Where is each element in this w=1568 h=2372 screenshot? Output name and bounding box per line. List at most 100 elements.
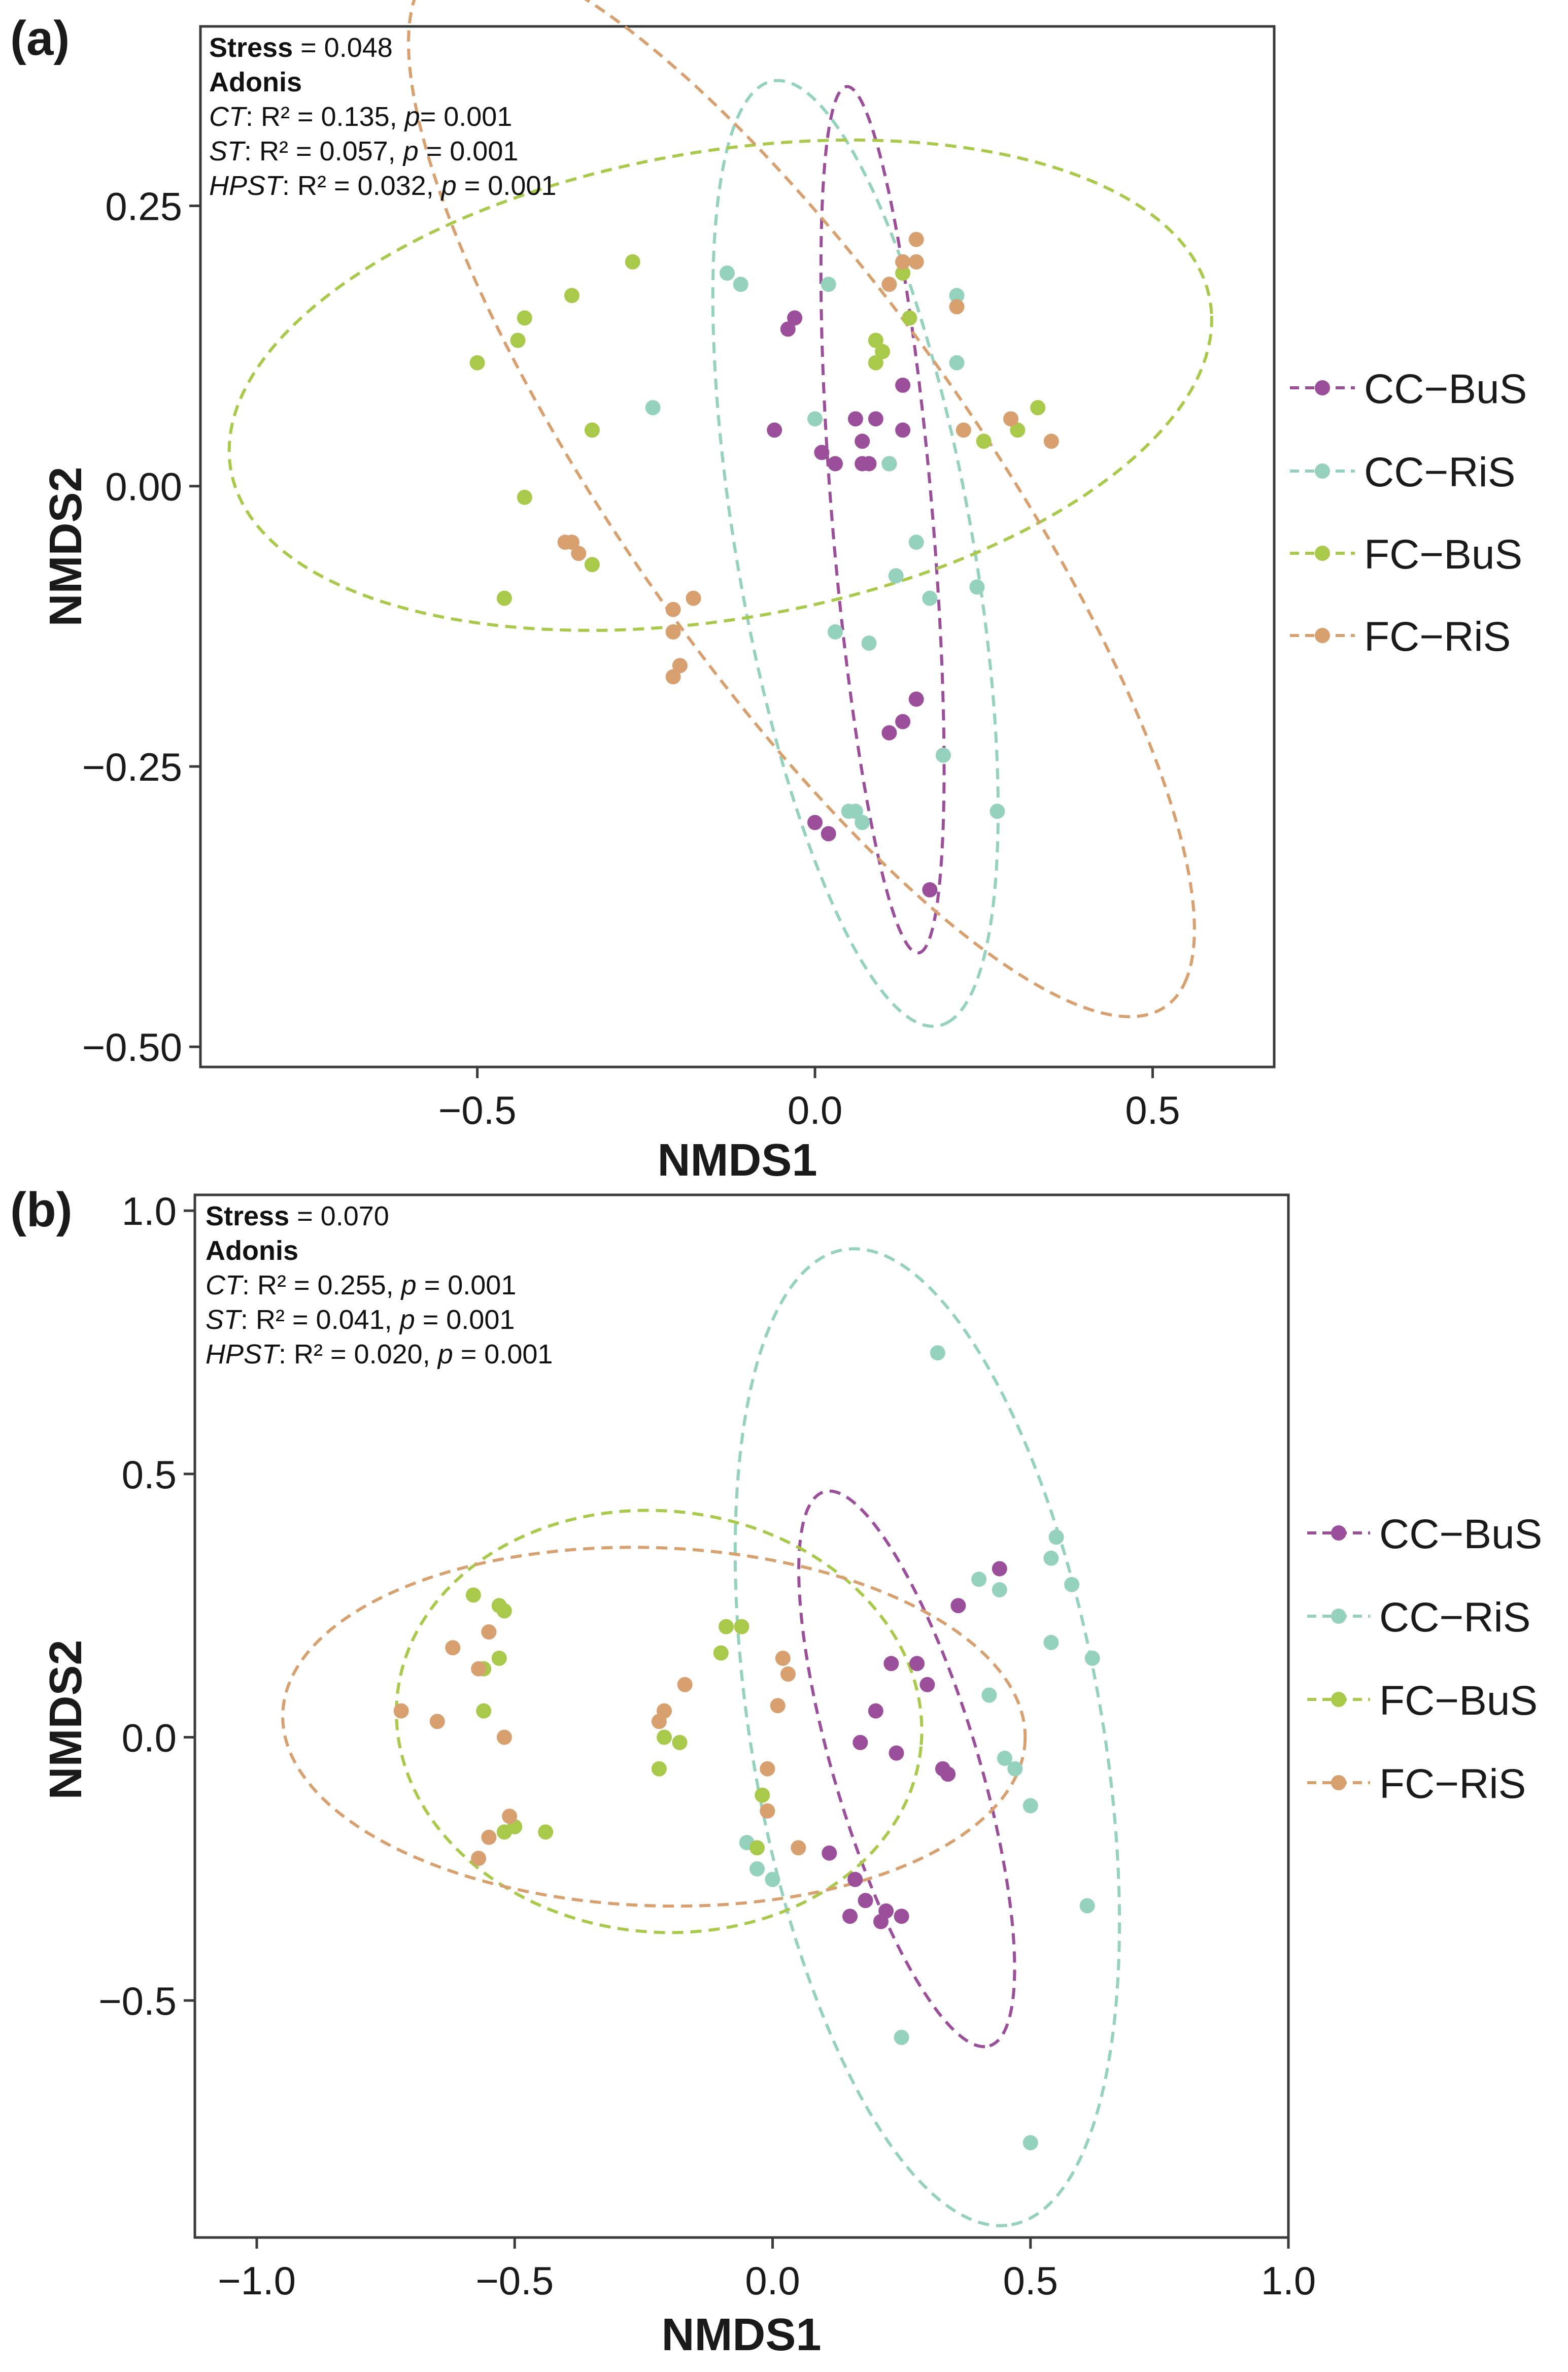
point — [821, 277, 836, 292]
point — [888, 568, 904, 584]
x-tick-label: 0.0 — [788, 1088, 842, 1132]
point — [1043, 433, 1059, 449]
adonis-row-ct: CT: R² = 0.255, p = 0.001 — [206, 1270, 516, 1300]
legend-label: FC−RiS — [1379, 1761, 1526, 1807]
r2-text: : R² = 0.032, — [282, 171, 441, 201]
point — [868, 332, 883, 348]
stress-value: = 0.070 — [289, 1201, 389, 1231]
legend-swatch-dot — [1315, 380, 1330, 395]
p-value: = 0.001 — [417, 1270, 517, 1300]
point — [822, 1845, 837, 1861]
point — [734, 1619, 749, 1634]
point — [502, 1809, 518, 1824]
point — [765, 1872, 780, 1887]
legend-item-cc-bus: CC−BuS — [1290, 366, 1527, 412]
point — [935, 747, 951, 763]
p-label: p — [402, 136, 419, 166]
y-tick-label: −0.50 — [82, 1025, 182, 1070]
x-tick-label: −0.5 — [438, 1088, 517, 1132]
point — [787, 310, 803, 326]
stress-annotation: Stress = 0.048 — [209, 32, 393, 63]
legend-item-fc-bus: FC−BuS — [1307, 1678, 1538, 1724]
point — [720, 265, 735, 281]
point — [922, 590, 938, 606]
point — [538, 1824, 554, 1840]
point — [895, 265, 911, 281]
legend: CC−BuS CC−RiS FC−BuS FC−RiS — [1307, 1511, 1542, 1807]
factor-name: ST — [206, 1305, 243, 1335]
legend-item-fc-bus: FC−BuS — [1290, 531, 1522, 578]
adonis-row-ct: CT: R² = 0.135, p= 0.001 — [209, 102, 512, 132]
stress-label: Stress — [209, 32, 293, 63]
point — [510, 332, 526, 348]
point — [564, 534, 580, 550]
point — [895, 422, 911, 438]
point — [976, 433, 992, 449]
point — [868, 411, 883, 427]
point — [828, 624, 843, 640]
point — [940, 1766, 956, 1782]
point — [847, 804, 863, 819]
point — [476, 1703, 492, 1719]
legend-swatch-dot — [1315, 463, 1330, 479]
r2-text: : R² = 0.041, — [241, 1305, 400, 1335]
point — [814, 445, 830, 460]
point — [873, 1914, 889, 1929]
point — [584, 422, 600, 438]
point — [881, 725, 897, 741]
point — [895, 254, 911, 270]
point — [760, 1761, 775, 1777]
point — [677, 1677, 693, 1692]
point — [919, 1677, 935, 1692]
point-layer — [469, 231, 1059, 897]
legend-item-fc-ris: FC−RiS — [1307, 1761, 1526, 1807]
point — [881, 277, 897, 292]
p-label: p — [399, 1305, 415, 1335]
point — [749, 1840, 765, 1856]
point — [992, 1582, 1007, 1597]
point — [496, 590, 512, 606]
point — [908, 231, 924, 247]
legend-swatch-dot — [1331, 1692, 1346, 1707]
point — [645, 400, 661, 416]
y-axis-title: NMDS2 — [41, 1640, 91, 1799]
x-tick-label: −0.5 — [475, 2258, 554, 2303]
point — [909, 1656, 925, 1672]
stress-annotation: Stress = 0.070 — [206, 1201, 389, 1231]
tick-layer: −0.5 0.0 0.5 0.25 0.00 −0.25 −0.50 — [82, 184, 1180, 1132]
point — [894, 1909, 909, 1924]
legend-label: FC−RiS — [1364, 614, 1511, 660]
point — [847, 411, 863, 427]
factor-name: HPST — [209, 171, 284, 201]
ellipse-CC−RiS — [711, 79, 1000, 1028]
point-layer — [393, 1345, 1100, 2151]
factor-name: ST — [209, 136, 246, 166]
p-label: p — [400, 1270, 417, 1300]
point — [807, 411, 823, 427]
point — [755, 1787, 770, 1803]
x-tick-label: 1.0 — [1261, 2258, 1316, 2303]
annotation-box: Stress = 0.048 Adonis CT: R² = 0.135, p=… — [209, 32, 556, 201]
point — [517, 310, 532, 326]
point — [517, 489, 532, 505]
point — [1043, 1550, 1059, 1566]
point — [990, 804, 1005, 819]
legend-swatch-dot — [1331, 1775, 1346, 1790]
point — [855, 433, 870, 449]
test-name: Adonis — [209, 67, 302, 97]
adonis-row-hpst: HPST: R² = 0.020, p = 0.001 — [206, 1339, 553, 1369]
point — [895, 377, 911, 393]
legend-label: CC−RiS — [1379, 1594, 1530, 1641]
y-tick-label: 0.0 — [122, 1715, 177, 1760]
point — [971, 1572, 987, 1587]
legend-swatch-dot — [1331, 1609, 1346, 1624]
y-tick-label: −0.25 — [82, 745, 182, 789]
panel-a: (a) −0.5 0.0 0.5 0.25 0.00 −0.25 −0.50 Stress … — [10, 0, 1527, 1186]
point — [672, 1734, 688, 1750]
point — [469, 355, 485, 371]
r2-text: : R² = 0.135, — [246, 102, 405, 132]
y-tick-label: 0.25 — [105, 184, 182, 228]
stress-value: = 0.048 — [293, 32, 393, 63]
point — [564, 288, 580, 304]
